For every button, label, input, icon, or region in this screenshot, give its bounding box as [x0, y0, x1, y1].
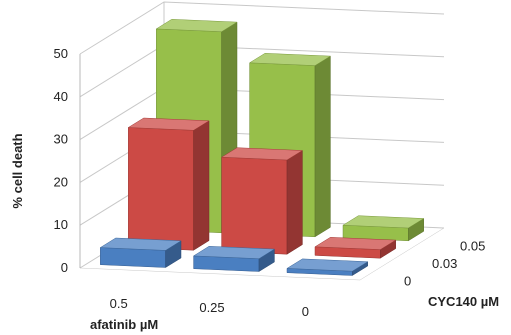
- bar-top-face: [192, 246, 276, 259]
- bar: [192, 246, 276, 272]
- depth-tick-label: 0: [404, 273, 411, 288]
- y-tick-label: 10: [54, 217, 68, 232]
- bar-top-face: [155, 19, 238, 32]
- bar-side-face: [286, 150, 303, 255]
- y-tick-label: 30: [54, 132, 68, 147]
- bar-top-face: [99, 237, 182, 251]
- bar: [220, 147, 304, 255]
- bar-top-face: [220, 147, 304, 161]
- bar-top-face: [286, 258, 369, 272]
- bar: [286, 258, 369, 276]
- x-axis-title: afatinib µM: [90, 317, 158, 332]
- x-tick-label: 0.25: [199, 300, 224, 315]
- bars-layer: [99, 19, 425, 276]
- bar-side-face: [193, 120, 210, 251]
- bar: [314, 237, 397, 259]
- x-tick-label: 0: [302, 304, 309, 319]
- y-tick-label: 20: [54, 174, 68, 189]
- depth-axis-title: CYC140 µM: [428, 294, 499, 309]
- bar: [127, 117, 210, 251]
- y-tick-label: 40: [54, 89, 68, 104]
- depth-tick-label: 0.05: [460, 239, 485, 254]
- bar-side-face: [314, 55, 331, 238]
- depth-tick-label: 0.03: [432, 256, 457, 271]
- labels-layer: % cell death afatinib µM CYC140 µM 0 10 20…: [10, 46, 499, 332]
- y-axis-title: % cell death: [10, 133, 25, 208]
- bar-front-face: [221, 156, 288, 255]
- bar-top-face: [248, 53, 332, 66]
- bar-top-face: [314, 237, 397, 250]
- bar-front-face: [128, 127, 194, 251]
- bar: [342, 215, 425, 242]
- x-tick-label: 0.5: [110, 296, 128, 311]
- bar-top-face: [127, 117, 210, 131]
- bar-front-face: [100, 247, 166, 268]
- bar-top-face: [342, 215, 425, 229]
- y-tick-label: 0: [61, 260, 68, 275]
- bar: [99, 237, 182, 268]
- y-tick-label: 50: [54, 46, 68, 61]
